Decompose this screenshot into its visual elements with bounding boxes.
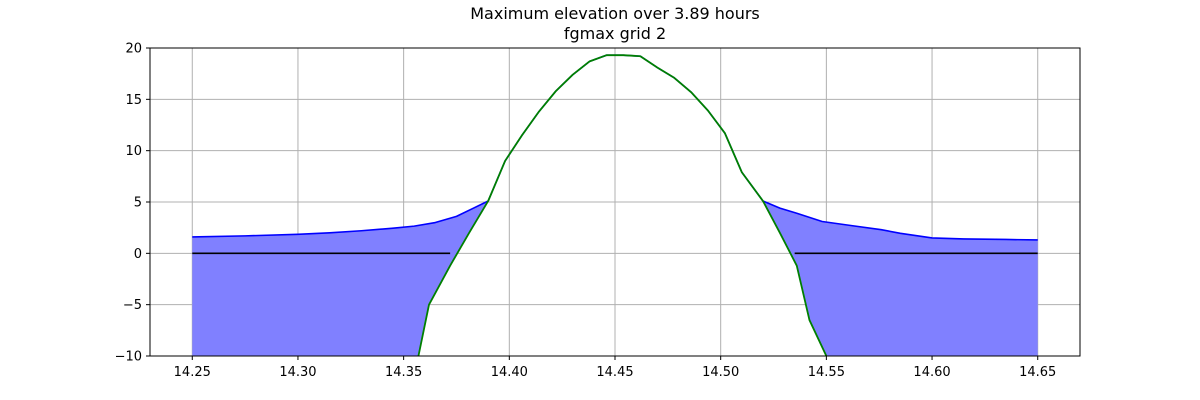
y-tick-label: 5: [134, 196, 142, 211]
y-tick-label: 15: [125, 93, 142, 108]
ground-area: [418, 55, 827, 356]
x-tick-label: 14.50: [702, 365, 739, 380]
x-tick-label: 14.40: [491, 365, 528, 380]
x-tick-label: 14.65: [1019, 365, 1056, 380]
axes: 14.25 14.30 14.35 14.40 14.45 14.50 14.55 14.60…: [115, 42, 1057, 381]
y-tick-label: 10: [125, 144, 142, 159]
x-tick-label: 14.30: [279, 365, 316, 380]
x-tick-label: 14.45: [596, 365, 633, 380]
y-tick-label: 20: [125, 42, 142, 57]
x-tick-label: 14.55: [808, 365, 845, 380]
chart-subtitle: fgmax grid 2: [564, 24, 666, 43]
chart-title: Maximum elevation over 3.89 hours: [470, 4, 760, 23]
y-tick-label: −10: [115, 350, 142, 365]
topography-line: [417, 54, 828, 356]
y-tick-label: −5: [123, 298, 142, 313]
data-layer: [192, 54, 1038, 356]
y-tick-label: 0: [134, 247, 142, 262]
x-tick-label: 14.35: [385, 365, 422, 380]
x-tick-label: 14.25: [174, 365, 211, 380]
x-tick-label: 14.60: [913, 365, 950, 380]
